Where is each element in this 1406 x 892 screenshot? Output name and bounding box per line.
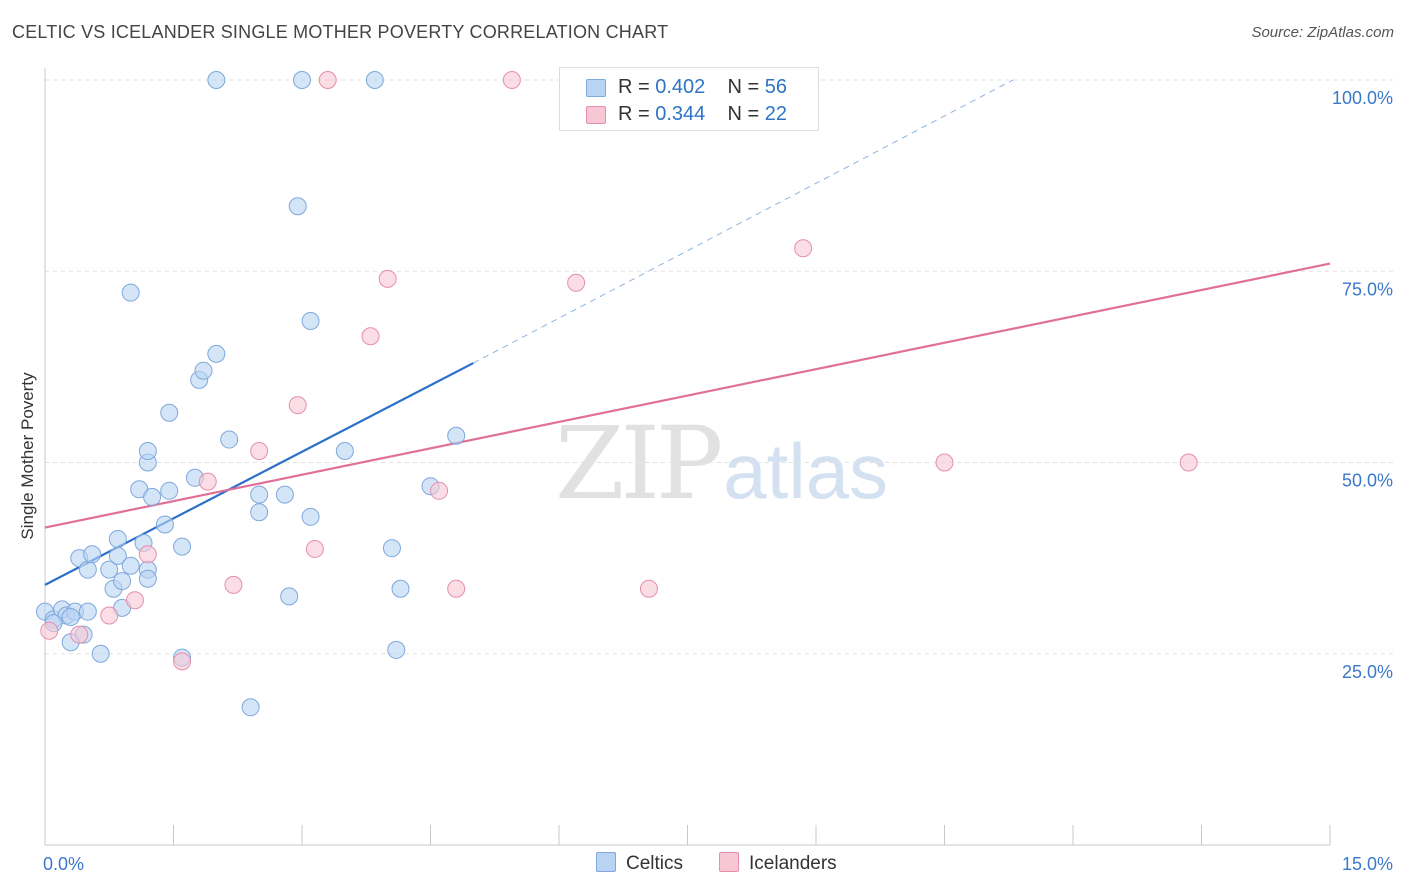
icelanders-point	[100, 606, 119, 625]
x-tick-label-max: 15.0%	[1342, 854, 1393, 874]
watermark: ZIPatlas	[555, 405, 888, 522]
icelanders-point	[935, 453, 954, 472]
celtics-point	[250, 485, 269, 504]
icelanders-r-value: 0.344	[655, 103, 706, 125]
icelanders-legend-swatch	[719, 852, 739, 872]
icelanders-point	[430, 481, 449, 500]
celtics-point	[335, 442, 354, 461]
celtics-point	[280, 587, 299, 606]
celtics-point	[100, 560, 119, 579]
celtics-point	[78, 602, 97, 621]
icelanders-point	[40, 621, 59, 640]
celtics-point	[301, 311, 320, 330]
icelanders-point	[305, 539, 324, 558]
y-tick-label: 100.0%	[1332, 88, 1393, 108]
y-tick-label: 75.0%	[1342, 279, 1393, 299]
celtics-point	[155, 515, 174, 534]
celtics-point	[241, 698, 260, 717]
celtics-swatch	[586, 79, 606, 97]
icelanders-point	[198, 472, 217, 491]
correlation-legend: R = 0.402 N = 56 R = 0.344 N = 22	[559, 67, 819, 131]
bottom-legend-icelanders: Icelanders	[719, 852, 837, 875]
axes	[44, 68, 1331, 846]
celtics-point	[365, 71, 384, 89]
celtics-n-label: N =	[727, 76, 760, 98]
watermark-atlas: atlas	[723, 427, 889, 515]
y-tick-label: 50.0%	[1342, 471, 1393, 491]
celtics-point	[78, 560, 97, 579]
celtics-point	[138, 442, 157, 461]
celtics-point	[387, 640, 406, 659]
icelanders-point	[288, 396, 307, 415]
icelanders-point	[378, 269, 397, 288]
celtics-point	[391, 579, 410, 598]
celtics-r-label: R =	[618, 76, 650, 98]
celtics-point	[301, 507, 320, 526]
celtics-point	[121, 283, 140, 302]
celtics-point	[207, 71, 226, 89]
celtics-point	[275, 485, 294, 504]
icelanders-point	[794, 239, 813, 258]
icelanders-point	[1179, 453, 1198, 472]
celtics-point	[83, 545, 102, 564]
celtics-trendline	[44, 362, 474, 586]
icelanders-r-label: R =	[618, 103, 650, 125]
celtics-point	[160, 403, 179, 422]
data-points	[36, 71, 1198, 717]
celtics-point	[121, 556, 140, 575]
celtics-point	[61, 608, 80, 627]
source-label: Source: ZipAtlas.com	[1251, 24, 1394, 41]
celtics-point	[143, 487, 162, 506]
celtics-point	[447, 426, 466, 445]
icelanders-point	[318, 71, 337, 89]
celtics-legend-label: Celtics	[626, 853, 684, 874]
icelanders-point	[502, 71, 521, 89]
celtics-trendline-extension	[473, 79, 1014, 364]
icelanders-trendline	[44, 262, 1331, 529]
celtics-point	[138, 569, 157, 588]
y-tick-label: 25.0%	[1342, 662, 1393, 682]
celtics-point	[250, 503, 269, 522]
icelanders-point	[639, 579, 658, 598]
watermark-zip: ZIP	[555, 405, 723, 522]
celtics-point	[160, 481, 179, 500]
icelanders-point	[173, 652, 192, 671]
icelanders-point	[567, 273, 586, 292]
celtics-legend-swatch	[596, 852, 616, 872]
celtics-point	[293, 71, 311, 89]
celtics-point	[91, 644, 110, 663]
chart-title: CELTIC VS ICELANDER SINGLE MOTHER POVERT…	[12, 22, 669, 42]
tick-labels: 25.0% 50.0% 75.0% 100.0% 0.0% 15.0%	[43, 88, 1393, 874]
celtics-n-value: 56	[764, 76, 788, 98]
celtics-point	[113, 572, 132, 591]
icelanders-point	[250, 442, 269, 461]
trendlines	[44, 79, 1331, 586]
icelanders-legend-label: Icelanders	[749, 853, 837, 874]
celtics-point	[288, 197, 307, 216]
icelanders-n-value: 22	[764, 103, 788, 125]
icelanders-swatch	[586, 106, 606, 124]
celtics-r-value: 0.402	[655, 76, 706, 98]
grid-lines	[45, 79, 1393, 655]
icelanders-point	[70, 625, 89, 644]
x-tick-label-min: 0.0%	[43, 854, 84, 874]
icelanders-point	[447, 579, 466, 598]
icelanders-point	[361, 327, 380, 346]
celtics-point	[108, 530, 127, 548]
celtics-point	[220, 430, 239, 449]
celtics-point	[382, 539, 401, 558]
celtics-point	[173, 537, 192, 556]
icelanders-n-label: N =	[727, 103, 760, 125]
icelanders-point	[224, 575, 243, 594]
icelanders-point	[138, 545, 157, 564]
celtics-point	[207, 344, 226, 363]
celtics-point	[194, 361, 213, 380]
y-axis-label: Single Mother Poverty	[18, 372, 37, 540]
bottom-legend-celtics: Celtics	[596, 852, 683, 875]
icelanders-point	[125, 591, 144, 610]
